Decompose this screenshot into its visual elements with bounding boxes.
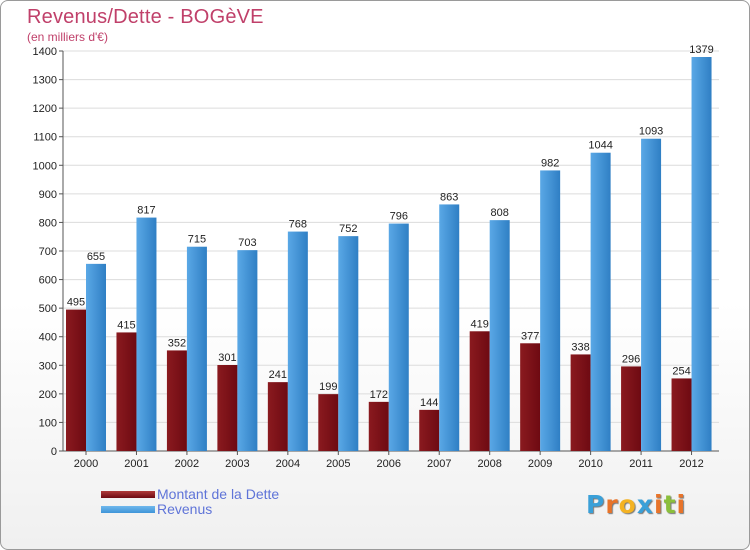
- data-label-dette: 419: [471, 318, 489, 330]
- x-tick-label: 2008: [477, 458, 501, 470]
- x-tick-label: 2004: [276, 458, 300, 470]
- x-tick-label: 2000: [74, 458, 98, 470]
- legend-swatch-revenus: [101, 506, 155, 513]
- x-tick-label: 2001: [124, 458, 148, 470]
- data-label-revenus: 703: [238, 237, 256, 249]
- data-label-dette: 377: [521, 330, 539, 342]
- bar-dette: [419, 409, 440, 451]
- x-tick-label: 2012: [679, 458, 703, 470]
- y-tick-label: 0: [51, 446, 57, 458]
- y-tick-label: 1300: [33, 75, 57, 87]
- x-tick-label: 2003: [225, 458, 249, 470]
- data-label-revenus: 1379: [689, 44, 713, 56]
- bar-revenus: [136, 217, 157, 451]
- logo-letter: i: [654, 490, 664, 519]
- data-label-dette: 352: [168, 337, 186, 349]
- data-label-revenus: 808: [491, 207, 509, 219]
- bar-revenus: [388, 223, 409, 451]
- y-tick-label: 1100: [33, 132, 57, 144]
- logo-letter: i: [676, 490, 687, 519]
- data-label-revenus: 982: [541, 157, 559, 169]
- data-label-revenus: 1093: [639, 126, 663, 138]
- bar-dette: [570, 354, 591, 451]
- y-tick-label: 100: [39, 417, 57, 429]
- y-tick-label: 600: [39, 275, 57, 287]
- logo-letter: r: [605, 490, 619, 519]
- y-tick-label: 300: [39, 360, 57, 372]
- bar-revenus: [691, 57, 712, 451]
- proxiti-logo: Proxiti: [586, 490, 686, 519]
- y-tick-label: 800: [39, 217, 57, 229]
- y-tick-label: 900: [39, 189, 57, 201]
- y-tick-label: 1400: [33, 46, 57, 58]
- bar-dette: [520, 343, 541, 451]
- logo-letter: x: [636, 490, 654, 519]
- bar-revenus: [237, 250, 258, 451]
- y-tick-label: 200: [39, 389, 57, 401]
- bar-revenus: [338, 236, 359, 451]
- data-label-revenus: 796: [390, 211, 408, 223]
- logo-letter: t: [663, 490, 677, 519]
- data-label-dette: 241: [269, 369, 287, 381]
- legend-label-dette: Montant de la Dette: [157, 486, 280, 502]
- bar-revenus: [590, 152, 611, 451]
- legend-label-revenus: Revenus: [157, 501, 213, 517]
- data-label-dette: 301: [218, 352, 236, 364]
- legend-swatch-dette: [101, 491, 155, 498]
- bar-revenus: [641, 138, 662, 451]
- bar-dette: [217, 365, 238, 451]
- data-label-dette: 495: [67, 297, 85, 309]
- data-label-revenus: 1044: [588, 140, 612, 152]
- data-label-dette: 296: [622, 353, 640, 365]
- data-label-dette: 199: [319, 381, 337, 393]
- data-label-dette: 415: [117, 319, 135, 331]
- bar-dette: [671, 378, 692, 451]
- bar-dette: [166, 350, 187, 451]
- bar-revenus: [439, 204, 460, 451]
- x-tick-label: 2002: [175, 458, 199, 470]
- bar-revenus: [86, 263, 106, 451]
- bar-dette: [368, 401, 389, 451]
- chart-title: Revenus/Dette - BOGèVE: [27, 6, 264, 28]
- data-label-revenus: 863: [440, 191, 458, 203]
- bar-revenus: [489, 220, 510, 451]
- x-tick-label: 2010: [578, 458, 602, 470]
- y-tick-label: 500: [39, 303, 57, 315]
- bar-dette: [66, 309, 86, 451]
- bar-dette: [469, 331, 490, 451]
- bar-dette: [267, 382, 288, 451]
- x-tick-label: 2006: [377, 458, 401, 470]
- y-tick-label: 1000: [33, 160, 57, 172]
- x-tick-label: 2005: [326, 458, 350, 470]
- logo-letter: P: [586, 490, 606, 519]
- bar-dette: [318, 394, 339, 451]
- bar-dette: [621, 366, 642, 451]
- bar-revenus: [186, 246, 207, 451]
- bar-revenus: [287, 231, 308, 451]
- y-tick-label: 700: [39, 246, 57, 258]
- data-label-dette: 254: [672, 365, 690, 377]
- bar-dette: [116, 332, 137, 451]
- bar-revenus: [540, 170, 561, 451]
- data-label-revenus: 768: [289, 219, 307, 231]
- data-label-dette: 338: [571, 341, 589, 353]
- x-tick-label: 2011: [629, 458, 653, 470]
- data-label-revenus: 817: [137, 205, 155, 217]
- chart-subtitle: (en milliers d'€): [27, 30, 108, 44]
- data-label-dette: 144: [420, 397, 438, 409]
- data-label-revenus: 715: [188, 234, 206, 246]
- data-label-revenus: 655: [87, 251, 105, 263]
- logo-letter: o: [618, 490, 637, 519]
- y-tick-label: 400: [39, 332, 57, 344]
- y-tick-label: 1200: [33, 103, 57, 115]
- x-tick-label: 2009: [528, 458, 552, 470]
- x-tick-label: 2007: [427, 458, 451, 470]
- data-label-revenus: 752: [339, 223, 357, 235]
- data-label-dette: 172: [370, 389, 388, 401]
